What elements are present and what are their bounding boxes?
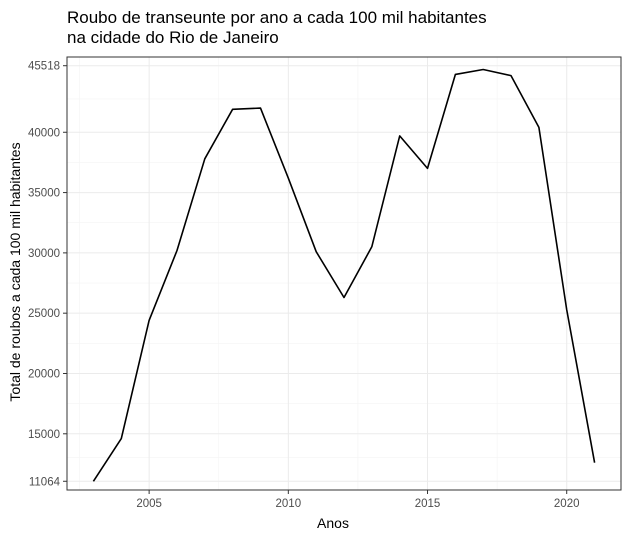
y-tick-label: 40000 — [28, 127, 60, 139]
y-tick-label: 20000 — [28, 368, 60, 380]
y-tick-label: 35000 — [28, 188, 60, 200]
plot-panel — [66, 56, 622, 491]
x-tick-label: 2015 — [415, 498, 441, 510]
x-axis: 2005 2010 2015 2020 — [136, 490, 580, 510]
y-axis: 11064 15000 20000 25000 30000 35000 40000 45518 — [28, 61, 67, 488]
chart-title: Roubo de transeunte por ano a cada 100 m… — [67, 8, 487, 47]
y-tick-label: 11064 — [29, 476, 61, 488]
series-line — [92, 68, 596, 482]
x-axis-title: Anos — [317, 515, 349, 531]
y-tick-label: 45518 — [28, 61, 60, 73]
y-tick-label: 15000 — [28, 429, 60, 441]
y-axis-title: Total de roubos a cada 100 mil habitante… — [7, 142, 23, 401]
grid — [67, 57, 621, 490]
y-tick-label: 25000 — [28, 308, 60, 320]
x-tick-label: 2010 — [276, 498, 302, 510]
x-tick-label: 2020 — [554, 498, 580, 510]
x-tick-label: 2005 — [136, 498, 162, 510]
y-tick-label: 30000 — [28, 248, 60, 260]
chart-title-line-1: Roubo de transeunte por ano a cada 100 m… — [67, 8, 487, 27]
chart-title-line-2: na cidade do Rio de Janeiro — [67, 28, 279, 47]
series-layer — [92, 68, 596, 482]
